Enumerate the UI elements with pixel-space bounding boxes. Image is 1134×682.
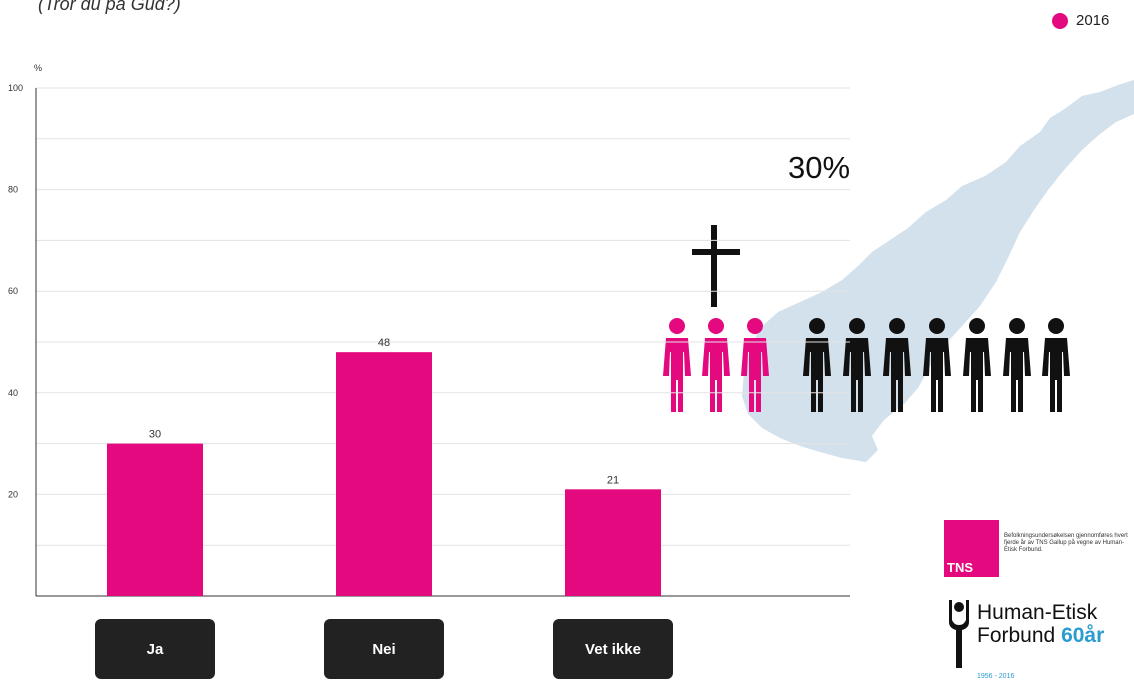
person-icon-highlighted (663, 318, 691, 412)
legend-swatch (1052, 12, 1068, 29)
person-icon-highlighted (741, 318, 769, 412)
x-category-label: Ja (95, 619, 215, 679)
y-tick-label: 60 (8, 286, 18, 296)
hef-60-text: 60 (1061, 624, 1085, 647)
hef-years: 1956 - 2016 (977, 673, 1015, 680)
person-icon-highlighted (702, 318, 730, 412)
x-category-label: Vet ikke (553, 619, 673, 679)
hef-aar-text: år (1084, 624, 1105, 647)
bar-nei (336, 352, 432, 596)
human-etisk-forbund-logo-icon (949, 600, 969, 668)
x-category-label: Nei (324, 619, 444, 679)
legend-label: 2016 (1076, 12, 1110, 29)
person-icon (1042, 318, 1070, 412)
bar-vet-ikke (565, 489, 661, 596)
y-tick-label: 20 (8, 489, 18, 499)
bar-value-label: 21 (607, 474, 619, 486)
hef-name-line2: Forbund 60år (977, 624, 1104, 648)
person-icon (843, 318, 871, 412)
hef-name-line1: Human-Etisk (977, 601, 1098, 624)
legend: 2016 (1052, 12, 1109, 29)
person-icon (923, 318, 951, 412)
person-icon (963, 318, 991, 412)
person-icon (803, 318, 831, 412)
y-tick-label: 100 (8, 83, 23, 93)
hef-forbund-text: Forbund (977, 624, 1056, 647)
y-tick-label: 80 (8, 185, 18, 195)
people-group (663, 318, 1070, 412)
tns-logo: TNS (944, 520, 999, 577)
chart-subtitle: (Tror du på Gud?) (38, 0, 181, 14)
bar-ja (107, 443, 203, 596)
cross-icon-horizontal (692, 249, 740, 255)
bar-value-label: 48 (378, 337, 390, 349)
y-axis-unit-label: % (34, 63, 42, 73)
person-icon (883, 318, 911, 412)
cross-icon-vertical (711, 225, 717, 307)
tns-note: Befolkningsundersøkelsen gjennomføres hv… (1004, 533, 1128, 553)
bar-value-label: 30 (149, 429, 161, 441)
norway-map-shape (742, 80, 1134, 462)
y-tick-label: 40 (8, 388, 18, 398)
person-icon (1003, 318, 1031, 412)
highlight-percent: 30% (788, 150, 851, 185)
tns-logo-text: TNS (947, 560, 973, 575)
